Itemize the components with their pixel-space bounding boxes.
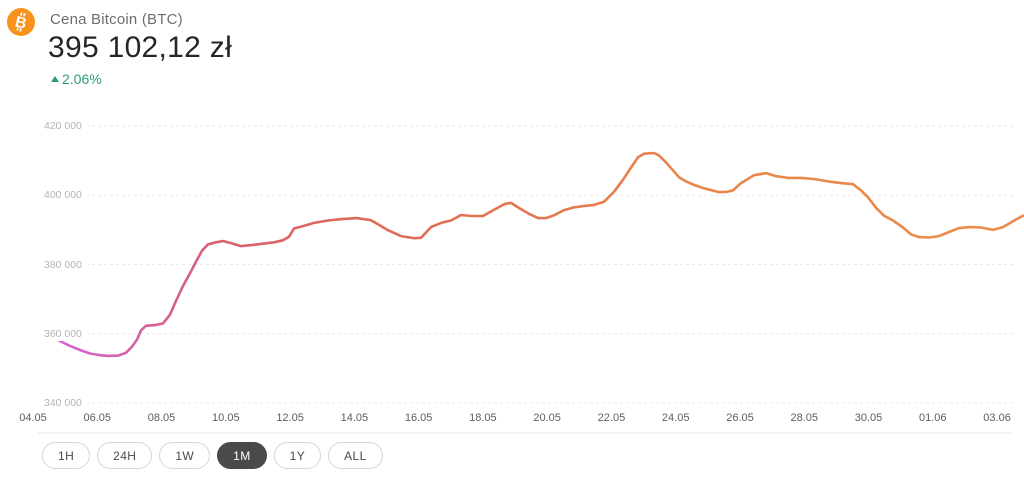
y-axis-label: 340 000 xyxy=(44,396,88,410)
x-axis-label: 12.05 xyxy=(276,412,304,424)
price-change-value: 2.06% xyxy=(62,71,102,87)
x-axis-label: 03.06 xyxy=(983,412,1011,424)
x-axis-label: 28.05 xyxy=(790,412,818,424)
x-axis-label: 04.05 xyxy=(19,412,47,424)
x-axis-label: 26.05 xyxy=(726,412,754,424)
range-button-24h[interactable]: 24H xyxy=(97,442,153,469)
x-axis-label: 22.05 xyxy=(597,412,626,424)
x-axis-label: 06.05 xyxy=(83,412,112,424)
y-axis-label: 380 000 xyxy=(44,257,88,272)
coin-price: 395 102,12 zł xyxy=(48,31,233,64)
x-axis-label: 18.05 xyxy=(469,412,497,424)
y-axis-label: 400 000 xyxy=(44,188,88,203)
range-selector: 1H 24H 1W 1M 1Y ALL xyxy=(42,442,383,469)
gridlines xyxy=(44,125,1016,404)
range-button-1w[interactable]: 1W xyxy=(159,442,211,469)
range-button-1h[interactable]: 1H xyxy=(42,442,91,469)
up-arrow-icon xyxy=(51,76,59,82)
svg-text:B: B xyxy=(13,13,28,32)
bitcoin-icon: B xyxy=(7,8,35,36)
x-axis-label: 01.06 xyxy=(919,412,947,424)
range-button-all[interactable]: ALL xyxy=(328,442,383,469)
price-line xyxy=(54,151,1024,358)
x-axis-label: 20.05 xyxy=(533,412,561,424)
x-axis-label: 30.05 xyxy=(854,412,883,424)
x-axis-label: 24.05 xyxy=(661,412,690,424)
price-change: 2.06% xyxy=(51,71,102,87)
range-button-1y[interactable]: 1Y xyxy=(273,442,322,469)
x-axis-label: 08.05 xyxy=(147,412,176,424)
coin-title: Cena Bitcoin (BTC) xyxy=(50,11,183,28)
y-axis-label: 420 000 xyxy=(44,119,88,133)
range-button-1m[interactable]: 1M xyxy=(217,442,267,469)
x-axis-label: 14.05 xyxy=(340,412,369,424)
y-axis-label: 360 000 xyxy=(44,326,88,341)
x-axis-label: 16.05 xyxy=(404,412,433,424)
x-axis-label: 10.05 xyxy=(212,412,240,424)
